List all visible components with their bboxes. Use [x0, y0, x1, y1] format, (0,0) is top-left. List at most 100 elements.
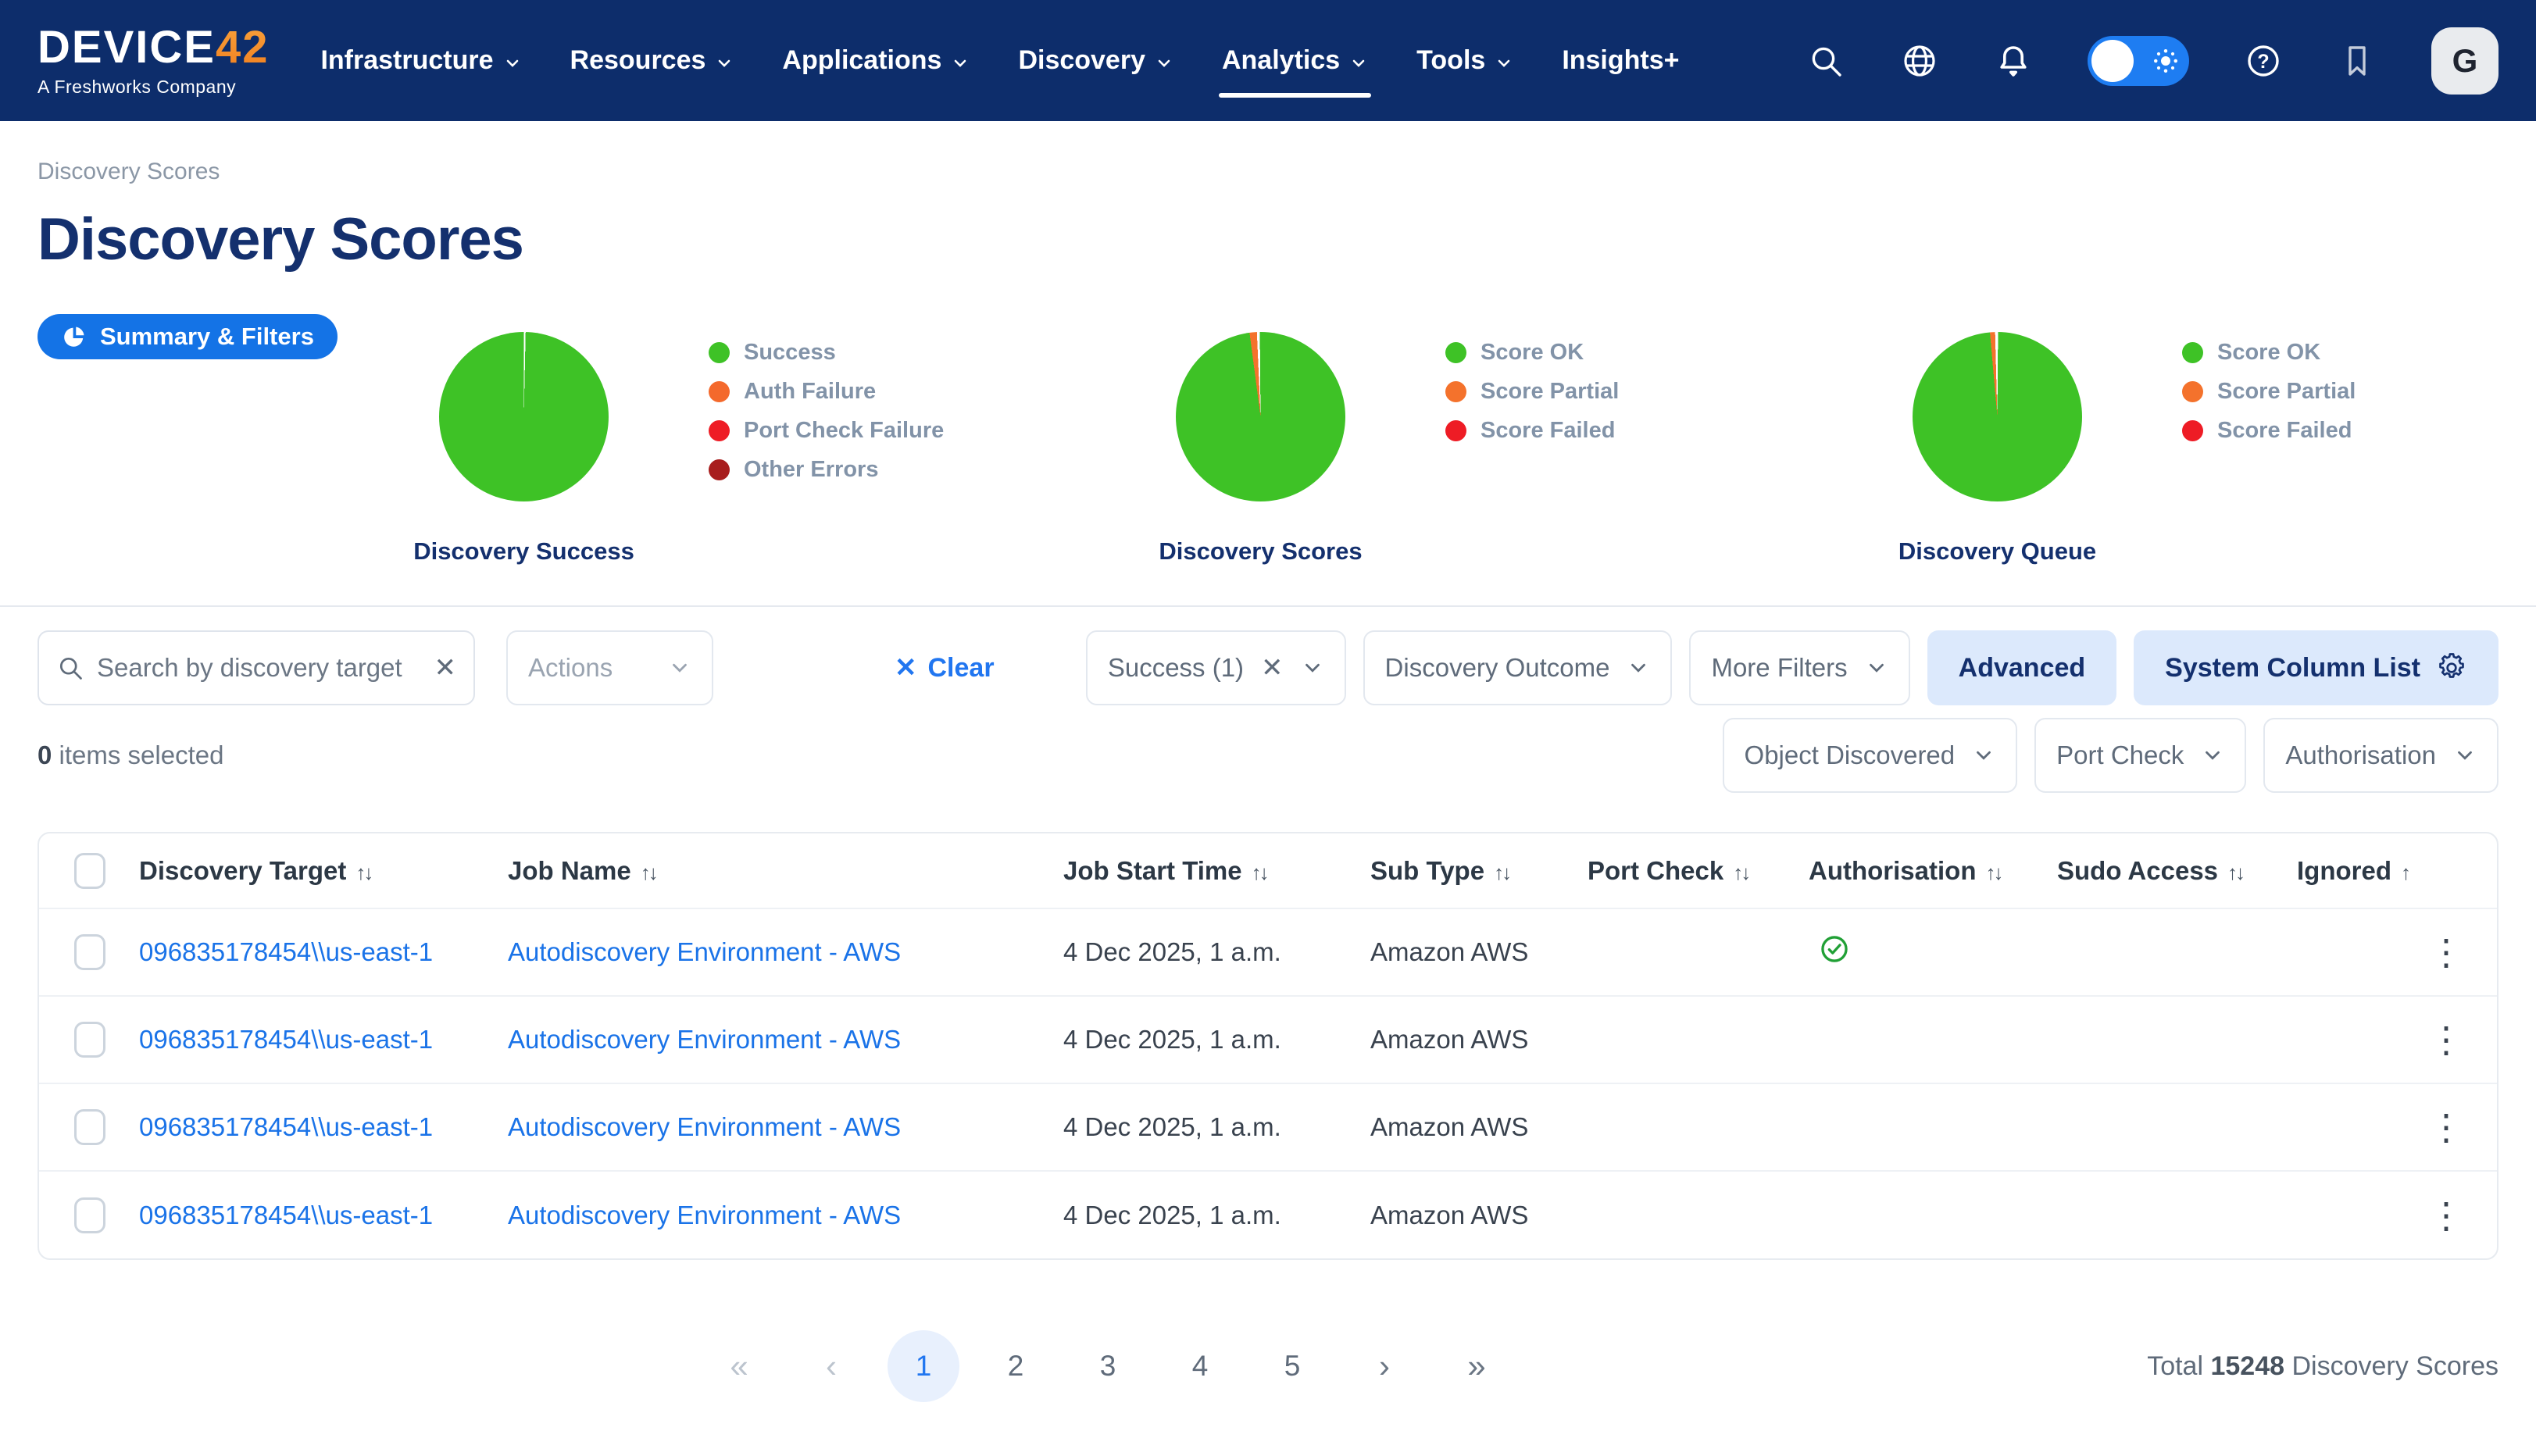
nav-item-applications[interactable]: Applications	[782, 0, 970, 121]
page-button-2[interactable]: 2	[980, 1330, 1052, 1402]
chart-title: Discovery Scores	[1159, 537, 1362, 566]
last-page-button[interactable]: »	[1441, 1330, 1513, 1402]
device42-logo[interactable]: DEVICE42 A Freshworks Company	[38, 25, 269, 96]
column-header-discovery-target[interactable]: Discovery Target↑↓	[117, 833, 486, 908]
sort-icon[interactable]: ↑↓	[641, 861, 656, 884]
page-button-3[interactable]: 3	[1072, 1330, 1144, 1402]
job-name-link[interactable]: Autodiscovery Environment - AWS	[508, 937, 901, 966]
bookmark-icon[interactable]	[2338, 41, 2377, 80]
pagination-bar: « ‹ 1 2 3 4 5 › » Total 15248 Discovery …	[0, 1330, 2536, 1402]
job-name-link[interactable]: Autodiscovery Environment - AWS	[508, 1201, 901, 1229]
table-row: 096835178454\\us-east-1 Autodiscovery En…	[39, 1083, 2498, 1171]
previous-page-button[interactable]: ‹	[795, 1330, 867, 1402]
search-clear-icon[interactable]: ✕	[434, 652, 457, 683]
object-discovered-dropdown[interactable]: Object Discovered	[1723, 718, 2018, 793]
items-selected-text: 0 items selected	[38, 740, 223, 770]
sort-icon[interactable]: ↑↓	[1985, 861, 2001, 884]
notifications-bell-icon[interactable]	[1994, 41, 2033, 80]
logo-brand-accent: 42	[216, 22, 270, 73]
sort-icon[interactable]: ↑↓	[355, 861, 371, 884]
row-actions-menu[interactable]: ⋮	[2422, 1171, 2498, 1258]
sort-icon[interactable]: ↑	[2401, 861, 2409, 884]
port-check-label: Port Check	[2056, 740, 2184, 770]
column-header-sub-type[interactable]: Sub Type ↑↓	[1348, 833, 1566, 908]
user-avatar[interactable]: G	[2431, 27, 2498, 95]
job-name-link[interactable]: Autodiscovery Environment - AWS	[508, 1025, 901, 1054]
advanced-button[interactable]: Advanced	[1927, 630, 2117, 705]
search-input[interactable]	[97, 653, 422, 683]
row-actions-menu[interactable]: ⋮	[2422, 908, 2498, 996]
globe-icon[interactable]	[1900, 41, 1939, 80]
system-column-list-button[interactable]: System Column List	[2134, 630, 2498, 705]
chip-remove-icon[interactable]: ✕	[1261, 652, 1284, 683]
authorisation-cell	[1787, 908, 2035, 996]
sudo-access-cell	[2035, 1083, 2275, 1171]
row-actions-menu[interactable]: ⋮	[2422, 996, 2498, 1083]
chevron-down-icon	[668, 656, 691, 680]
discovery-target-link[interactable]: 096835178454\\us-east-1	[139, 1201, 433, 1229]
theme-toggle[interactable]	[2088, 36, 2189, 86]
legend-label: Auth Failure	[744, 379, 876, 405]
summary-charts: Discovery Success Success Auth Failure P…	[439, 332, 2536, 566]
sub-type-cell: Amazon AWS	[1348, 1083, 1566, 1171]
page-title: Discovery Scores	[38, 205, 2498, 273]
authorisation-dropdown[interactable]: Authorisation	[2263, 718, 2498, 793]
help-icon[interactable]: ?	[2244, 41, 2283, 80]
legend-label: Score Failed	[2217, 418, 2352, 444]
column-header-authorisation[interactable]: Authorisation↑↓	[1787, 833, 2035, 908]
first-page-button[interactable]: «	[703, 1330, 775, 1402]
row-checkbox[interactable]	[74, 1109, 105, 1145]
discovery-target-link[interactable]: 096835178454\\us-east-1	[139, 937, 433, 966]
table-row: 096835178454\\us-east-1 Autodiscovery En…	[39, 908, 2498, 996]
nav-item-insights[interactable]: Insights+	[1562, 0, 1679, 121]
column-header-job-name[interactable]: Job Name↑↓	[486, 833, 1041, 908]
top-navigation-bar: DEVICE42 A Freshworks Company Infrastruc…	[0, 0, 2536, 121]
sort-icon[interactable]: ↑↓	[1733, 861, 1748, 884]
chevron-down-icon	[2453, 744, 2477, 767]
discovery-target-link[interactable]: 096835178454\\us-east-1	[139, 1025, 433, 1054]
discovery-outcome-dropdown[interactable]: Discovery Outcome	[1363, 630, 1673, 705]
page-button-5[interactable]: 5	[1256, 1330, 1328, 1402]
select-all-checkbox[interactable]	[74, 853, 105, 889]
next-page-button[interactable]: ›	[1348, 1330, 1420, 1402]
column-header-job-start-time[interactable]: Job Start Time↑↓	[1041, 833, 1348, 908]
sun-icon	[2152, 47, 2180, 75]
row-actions-menu[interactable]: ⋮	[2422, 1083, 2498, 1171]
legend-dot-score-ok	[2182, 342, 2203, 363]
page-button-1[interactable]: 1	[888, 1330, 959, 1402]
search-icon[interactable]	[1806, 41, 1845, 80]
avatar-initial: G	[2452, 42, 2478, 80]
nav-item-resources[interactable]: Resources	[570, 0, 734, 121]
clear-filters-button[interactable]: ✕ Clear	[895, 652, 995, 683]
nav-item-tools[interactable]: Tools	[1416, 0, 1513, 121]
job-start-time-cell: 4 Dec 2025, 1 a.m.	[1041, 1171, 1348, 1258]
nav-item-infrastructure[interactable]: Infrastructure	[320, 0, 521, 121]
selected-label: items selected	[59, 740, 224, 769]
page-button-4[interactable]: 4	[1164, 1330, 1236, 1402]
nav-item-discovery[interactable]: Discovery	[1018, 0, 1173, 121]
nav-item-label: Insights+	[1562, 45, 1679, 76]
breadcrumb[interactable]: Discovery Scores	[38, 159, 2498, 185]
job-name-link[interactable]: Autodiscovery Environment - AWS	[508, 1112, 901, 1141]
actions-dropdown[interactable]: Actions	[506, 630, 713, 705]
logo-subtitle: A Freshworks Company	[38, 78, 269, 96]
success-filter-chip[interactable]: Success (1) ✕	[1086, 630, 1346, 705]
column-header-sudo-access[interactable]: Sudo Access↑↓	[2035, 833, 2275, 908]
row-checkbox[interactable]	[74, 1022, 105, 1058]
column-header-ignored[interactable]: Ignored↑	[2275, 833, 2422, 908]
sort-icon[interactable]: ↑↓	[1494, 861, 1509, 884]
sort-icon[interactable]: ↑↓	[1252, 861, 1267, 884]
column-header-port-check[interactable]: Port Check↑↓	[1566, 833, 1787, 908]
legend-item: Auth Failure	[709, 379, 944, 405]
port-check-dropdown[interactable]: Port Check	[2034, 718, 2246, 793]
legend-item: Score Failed	[2182, 418, 2356, 444]
row-checkbox[interactable]	[74, 1197, 105, 1233]
legend: Score OK Score Partial Score Failed	[1445, 340, 1619, 444]
sort-icon[interactable]: ↑↓	[2227, 861, 2243, 884]
column-label: Sub Type	[1370, 856, 1484, 885]
discovery-target-link[interactable]: 096835178454\\us-east-1	[139, 1112, 433, 1141]
row-checkbox[interactable]	[74, 934, 105, 970]
nav-item-analytics[interactable]: Analytics	[1222, 0, 1368, 121]
summary-filters-button[interactable]: Summary & Filters	[38, 314, 338, 359]
more-filters-dropdown[interactable]: More Filters	[1689, 630, 1909, 705]
